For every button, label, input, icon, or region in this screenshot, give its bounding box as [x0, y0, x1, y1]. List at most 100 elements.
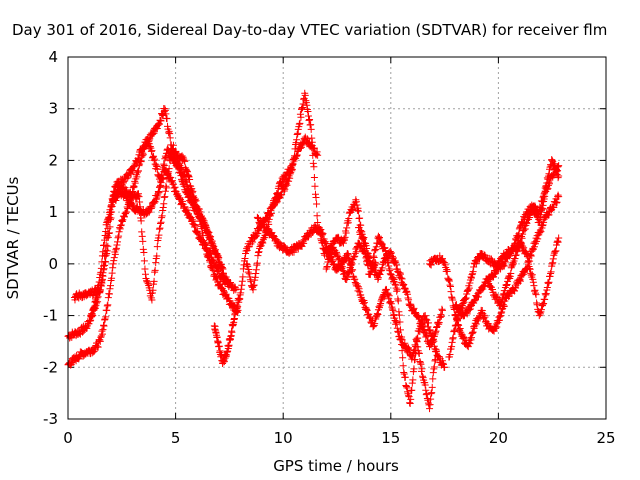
- data-point: [404, 294, 412, 302]
- data-point: [164, 171, 172, 179]
- data-point: [208, 265, 216, 273]
- data-point: [342, 229, 350, 237]
- data-point: [304, 112, 312, 120]
- data-point: [373, 310, 381, 318]
- data-point: [155, 189, 163, 197]
- series-track-i: [355, 223, 440, 413]
- data-point: [526, 265, 534, 273]
- data-point: [104, 225, 112, 233]
- data-point: [94, 293, 102, 301]
- data-point: [265, 215, 273, 223]
- data-point: [96, 337, 104, 345]
- data-point: [109, 191, 117, 199]
- data-point: [170, 184, 178, 192]
- data-point: [115, 232, 123, 240]
- data-point: [403, 290, 411, 298]
- data-point: [511, 287, 519, 295]
- data-point: [512, 251, 520, 259]
- data-point: [180, 156, 188, 164]
- data-point: [244, 262, 252, 270]
- data-point: [96, 289, 104, 297]
- data-point: [469, 268, 477, 276]
- data-point: [98, 327, 106, 335]
- data-point: [97, 281, 105, 289]
- data-point: [93, 299, 101, 307]
- data-point: [127, 170, 135, 178]
- data-point: [305, 116, 313, 124]
- data-point: [205, 233, 213, 241]
- data-point: [365, 254, 373, 262]
- data-point: [369, 259, 377, 267]
- data-point: [140, 144, 148, 152]
- data-point: [554, 167, 562, 175]
- data-point: [100, 262, 108, 270]
- data-point: [253, 259, 261, 267]
- data-point: [150, 129, 158, 137]
- data-point: [496, 259, 504, 267]
- data-point: [191, 222, 199, 230]
- data-point: [344, 269, 352, 277]
- data-point: [414, 343, 422, 351]
- data-point: [500, 262, 508, 270]
- data-point: [554, 191, 562, 199]
- data-point: [237, 285, 245, 293]
- data-point: [291, 145, 299, 153]
- data-point: [133, 173, 141, 181]
- data-point: [310, 145, 318, 153]
- data-point: [463, 310, 471, 318]
- data-point: [529, 244, 537, 252]
- data-point: [391, 280, 399, 288]
- data-point: [544, 175, 552, 183]
- data-point: [304, 233, 312, 241]
- data-point: [427, 390, 435, 398]
- series-track-d: [86, 136, 242, 325]
- data-point: [523, 252, 531, 260]
- data-point: [140, 257, 148, 265]
- data-point: [552, 247, 560, 255]
- data-point: [513, 248, 521, 256]
- data-point: [204, 253, 212, 261]
- data-point: [435, 320, 443, 328]
- data-point: [93, 294, 101, 302]
- data-point: [472, 259, 480, 267]
- data-point: [155, 231, 163, 239]
- data-point: [355, 285, 363, 293]
- data-point: [427, 261, 435, 269]
- data-point: [509, 260, 517, 268]
- data-point: [214, 253, 222, 261]
- data-point: [243, 246, 251, 254]
- data-point: [273, 198, 281, 206]
- data-point: [245, 266, 253, 274]
- data-point: [124, 204, 132, 212]
- data-point: [286, 174, 294, 182]
- data-point: [281, 185, 289, 193]
- data-point: [468, 330, 476, 338]
- data-point: [426, 405, 434, 413]
- data-point: [430, 363, 438, 371]
- data-point: [537, 228, 545, 236]
- data-point: [157, 219, 165, 227]
- y-tick-label: -1: [43, 307, 58, 325]
- data-point: [296, 110, 304, 118]
- data-point: [144, 278, 152, 286]
- data-point: [332, 248, 340, 256]
- data-point: [555, 193, 563, 201]
- data-point: [99, 272, 107, 280]
- data-point: [107, 208, 115, 216]
- data-point: [186, 187, 194, 195]
- data-point: [157, 218, 165, 226]
- axis-ticks: 0 5 10 15 20 25 -3 -2 -1 0 1 2 3 4: [43, 48, 616, 447]
- data-point: [113, 238, 121, 246]
- data-point: [398, 341, 406, 349]
- data-point: [251, 233, 259, 241]
- data-point: [515, 230, 523, 238]
- data-point: [158, 214, 166, 222]
- data-point: [448, 338, 456, 346]
- data-point: [392, 284, 400, 292]
- data-point: [409, 376, 417, 384]
- data-point: [163, 175, 171, 183]
- data-point: [137, 214, 145, 222]
- data-point: [460, 298, 468, 306]
- data-point: [435, 319, 443, 327]
- data-point: [134, 156, 142, 164]
